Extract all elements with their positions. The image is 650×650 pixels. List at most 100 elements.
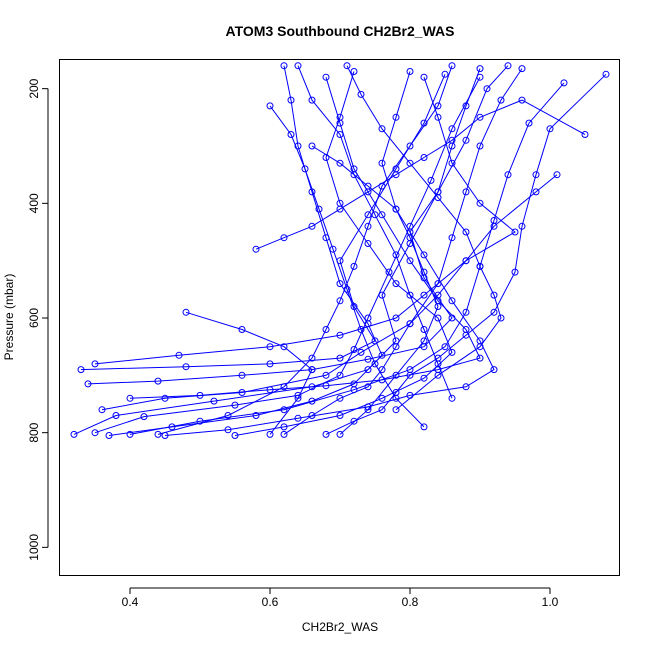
data-point [406, 257, 414, 265]
data-point [231, 432, 239, 439]
y-tick-label: 400 [27, 193, 41, 213]
data-point [476, 343, 484, 351]
plot-frame [59, 59, 620, 576]
series-line [269, 105, 425, 428]
data-point [70, 430, 78, 438]
data-point [343, 62, 351, 70]
data-point [280, 406, 288, 414]
series-line [94, 77, 516, 365]
data-point [224, 412, 232, 419]
data-point [182, 363, 190, 371]
data-point [238, 326, 246, 333]
data-point [392, 171, 400, 179]
data-point [462, 188, 470, 196]
data-point [378, 125, 386, 133]
data-point [322, 371, 330, 379]
data-point [448, 234, 456, 242]
data-point [392, 394, 400, 402]
series-line [129, 77, 481, 399]
data-point [294, 394, 302, 402]
y-tick-label: 800 [27, 422, 41, 442]
data-point [301, 165, 309, 173]
data-point [406, 234, 414, 242]
series-line [80, 74, 446, 371]
data-point [308, 142, 316, 150]
data-point [252, 412, 260, 419]
series-line [346, 65, 502, 411]
series-line [255, 99, 586, 250]
data-point [462, 308, 470, 316]
series-12 [252, 96, 589, 253]
data-point [294, 414, 302, 422]
data-point [336, 354, 344, 362]
data-point [434, 102, 442, 110]
data-point [336, 412, 344, 419]
data-point [280, 423, 288, 431]
data-point [357, 348, 365, 356]
data-point [406, 142, 414, 150]
data-point [504, 62, 512, 70]
data-point [385, 268, 393, 276]
data-point [91, 429, 99, 437]
data-point [511, 268, 519, 276]
data-point [420, 337, 428, 345]
data-point [392, 406, 400, 414]
data-point [126, 430, 134, 438]
data-point [364, 182, 372, 190]
data-point [308, 366, 316, 374]
series-15 [294, 62, 456, 402]
series-16 [280, 171, 561, 438]
data-point [434, 194, 442, 202]
data-point [378, 211, 386, 219]
data-point [420, 268, 428, 276]
data-point [280, 234, 288, 242]
data-point [98, 406, 106, 414]
data-point [378, 159, 386, 167]
data-point [350, 68, 358, 75]
data-point [350, 262, 358, 270]
x-tick-label: 1.0 [542, 595, 559, 609]
data-point [378, 366, 386, 374]
data-point [350, 380, 358, 388]
data-point [77, 366, 85, 374]
x-tick-label: 0.6 [262, 595, 279, 609]
data-point [420, 251, 428, 259]
data-point [322, 430, 330, 438]
data-point [448, 159, 456, 167]
y-tick-label: 600 [27, 308, 41, 328]
x-axis: 0.4 0.6 0.8 1.0 [122, 587, 559, 609]
data-point [91, 360, 99, 368]
data-point [378, 182, 386, 190]
data-point [406, 291, 414, 299]
series-line [185, 311, 313, 435]
data-point [238, 371, 246, 379]
series-14 [266, 102, 428, 431]
data-point [308, 397, 316, 405]
data-point [462, 102, 470, 110]
data-point [196, 391, 204, 399]
data-point [434, 371, 442, 379]
data-point [434, 113, 442, 121]
series-7 [105, 62, 386, 439]
data-point [364, 240, 372, 247]
data-point [392, 280, 400, 288]
data-point [280, 62, 288, 70]
data-point [175, 351, 183, 359]
data-point [280, 343, 288, 351]
data-point [448, 62, 456, 70]
data-point [252, 245, 260, 253]
series-line [283, 174, 558, 435]
data-point [280, 383, 288, 391]
data-point [336, 205, 344, 213]
data-point [336, 371, 344, 379]
x-axis-label: CH2Br2_WAS [302, 620, 378, 634]
data-point [112, 412, 120, 419]
series-line [234, 71, 453, 436]
y-axis-label: Pressure (mbar) [2, 274, 16, 361]
data-point [504, 171, 512, 179]
data-point [490, 222, 498, 230]
data-point [560, 79, 568, 87]
data-point [294, 62, 302, 70]
series-line [129, 82, 565, 435]
data-point [476, 142, 484, 150]
